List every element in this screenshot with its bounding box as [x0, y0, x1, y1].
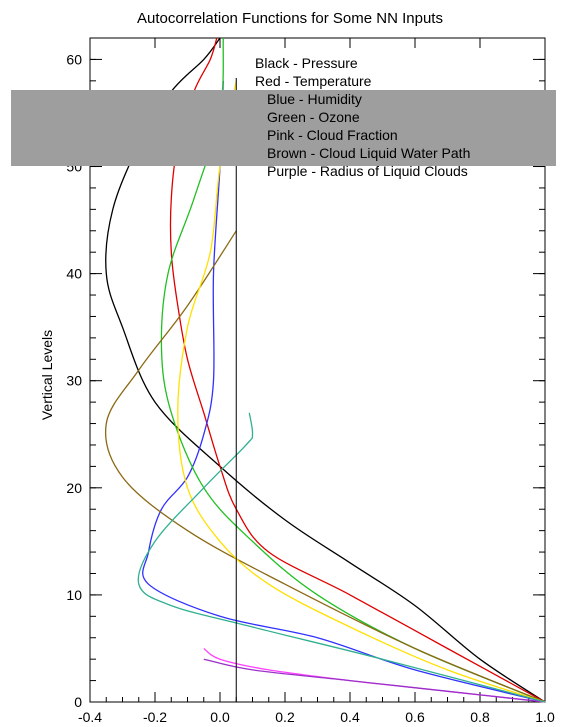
series-line	[177, 80, 546, 703]
x-tick-label: -0.2	[143, 709, 167, 725]
legend-entry: Green - Ozone	[267, 109, 360, 125]
x-tick-label: 1.0	[535, 709, 555, 725]
x-tick-label: 0.0	[210, 709, 230, 725]
y-tick-label: 20	[66, 480, 82, 496]
legend: Black - Pressure Red - Temperature Blue - …	[11, 55, 556, 179]
legend-entry: Blue - Humidity	[267, 91, 362, 107]
series-line	[104, 230, 546, 703]
series-line	[137, 412, 546, 703]
legend-entry: Brown - Cloud Liquid Water Path	[267, 145, 470, 161]
legend-entry: Pink - Cloud Fraction	[267, 127, 398, 143]
x-tick-label: 0.8	[470, 709, 490, 725]
y-tick-label: 30	[66, 373, 82, 389]
y-tick-label: 60	[66, 51, 82, 67]
x-tick-label: 0.2	[275, 709, 295, 725]
series-line	[160, 37, 546, 703]
x-tick-label: -0.4	[78, 709, 102, 725]
y-tick-label: 40	[66, 266, 82, 282]
x-tick-label: 0.4	[340, 709, 360, 725]
legend-background	[11, 90, 556, 166]
y-tick-label: 10	[66, 587, 82, 603]
y-tick-label: 0	[74, 694, 82, 710]
x-tick-label: 0.6	[405, 709, 425, 725]
axis-ticks	[89, 37, 546, 703]
y-axis-label: Vertical Levels	[39, 330, 55, 420]
legend-entry: Purple - Radius of Liquid Clouds	[267, 163, 468, 179]
chart-title: Autocorrelation Functions for Some NN In…	[137, 10, 443, 27]
series-line	[203, 658, 546, 703]
legend-entry: Black - Pressure	[255, 55, 358, 71]
legend-entry: Red - Temperature	[255, 73, 372, 89]
